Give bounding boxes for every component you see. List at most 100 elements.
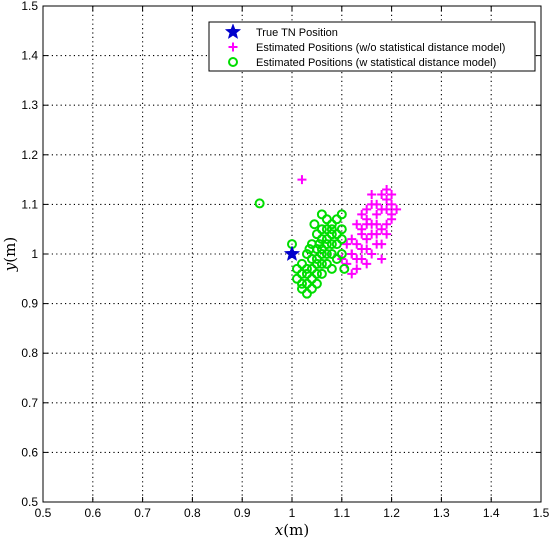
estimate-circle-point [309, 219, 320, 230]
estimate-plus-point [382, 185, 392, 195]
estimate-circle-point [311, 253, 322, 264]
estimate-plus-point [357, 209, 367, 219]
estimate-plus-point [362, 259, 372, 269]
x-tick-label: 0.8 [184, 506, 201, 520]
estimate-circle-point [314, 239, 325, 250]
estimate-circle-point [339, 263, 350, 274]
estimate-circle-point [306, 253, 317, 264]
estimate-plus-point [372, 199, 382, 209]
y-tick-label: 0.6 [21, 445, 38, 459]
estimate-circle-point [321, 258, 332, 269]
y-tick-label: 1.2 [21, 148, 38, 162]
estimate-circle-point [316, 234, 327, 245]
true-position-point [283, 245, 301, 262]
estimate-plus-point [352, 239, 362, 249]
estimate-circle-point [336, 249, 347, 259]
estimate-plus-point [377, 224, 387, 234]
tick-labels: 0.5 0.6 0.7 0.8 0.9 1 1.1 1.2 1.3 1.4 1.5 0.5 0.6 0.7… [21, 0, 549, 520]
estimate-plus-point [382, 229, 392, 239]
estimate-plus-point [362, 234, 372, 244]
estimate-plus-point [362, 244, 372, 254]
estimate-plus-point [372, 209, 382, 219]
estimate-circle-point [336, 234, 347, 245]
estimate-plus-point [387, 214, 397, 224]
estimate-plus-point [387, 199, 397, 209]
estimate-circle-point [301, 278, 312, 289]
estimate-circle-point [331, 229, 342, 240]
x-tick-label: 1.3 [433, 506, 450, 520]
estimate-plus-point [357, 229, 367, 239]
y-tick-label: 1 [31, 247, 38, 261]
y-tick-label: 1.3 [21, 98, 38, 112]
x-tick-label: 1 [289, 506, 296, 520]
y-axis-label: y(m) [1, 237, 19, 272]
estimate-circle-point [306, 263, 317, 274]
estimate-plus-point [382, 194, 392, 204]
estimate-circle-point [296, 278, 307, 289]
estimate-circle-point [336, 209, 347, 220]
estimate-circle-point [326, 263, 337, 274]
estimate-circle-point [306, 283, 317, 294]
x-tick-label: 1.5 [533, 506, 550, 520]
estimate-circle-point [336, 224, 347, 235]
estimate-circle-point [331, 253, 342, 264]
estimate-circle-point [316, 249, 327, 259]
estimate-circle-point [254, 198, 265, 209]
legend-label: True TN Position [256, 27, 338, 39]
estimate-circle-point [296, 258, 307, 269]
estimate-circle-point [304, 244, 315, 255]
estimate-circle-point [321, 234, 332, 245]
estimate-circle-point [311, 278, 322, 289]
estimate-plus-point [367, 249, 377, 259]
x-tick-label: 0.9 [234, 506, 251, 520]
estimate-circle-point [291, 263, 302, 274]
estimate-plus-point [367, 189, 377, 199]
y-tick-label: 0.9 [21, 297, 38, 311]
estimate-plus-point [382, 219, 392, 229]
estimate-circle-point [326, 219, 337, 230]
estimate-circle-point [311, 268, 322, 279]
estimate-circle-point [301, 263, 312, 274]
x-axis-label: x(m) [275, 521, 309, 539]
y-tick-label: 1.5 [21, 0, 38, 13]
estimate-plus-point [347, 249, 357, 259]
legend-marker-plus [228, 42, 238, 52]
estimate-circle-point [321, 224, 332, 235]
y-tick-label: 0.7 [21, 396, 38, 410]
estimate-circle-point [316, 244, 327, 255]
y-tick-label: 1.1 [21, 197, 38, 211]
legend-marker-circle [228, 57, 238, 67]
estimate-circle-point [311, 258, 322, 269]
x-tick-label: 1.2 [383, 506, 400, 520]
y-tick-label: 1.4 [21, 49, 38, 63]
estimate-plus-point [367, 219, 377, 229]
legend-label: Estimated Positions (w/o statistical dis… [256, 42, 505, 54]
estimate-circle-point [301, 249, 312, 259]
estimate-plus-point [297, 175, 307, 185]
estimate-circle-point [291, 273, 302, 284]
estimate-circle-point [326, 224, 337, 235]
estimate-plus-point [342, 239, 352, 249]
estimate-circle-point [331, 214, 342, 225]
estimate-circle-point [316, 209, 327, 220]
estimate-plus-point [352, 264, 362, 274]
legend-label: Estimated Positions (w statistical dista… [256, 57, 496, 69]
estimate-plus-point [347, 234, 357, 244]
estimate-circle-point [296, 268, 307, 279]
estimate-circle-point [321, 214, 332, 225]
estimate-circle-point [311, 229, 322, 240]
estimate-plus-point [372, 229, 382, 239]
estimate-circle-point [316, 268, 327, 279]
estimate-circle-point [296, 283, 307, 294]
estimate-circle-point [321, 249, 332, 259]
estimate-plus-point [377, 189, 387, 199]
y-tick-label: 0.5 [21, 495, 38, 509]
estimate-circle-point [316, 224, 327, 235]
legend-marker-star [224, 23, 242, 40]
x-tick-label: 0.7 [134, 506, 151, 520]
x-tick-label: 0.5 [35, 506, 52, 520]
legend: True TN Position Estimated Positions (w/o… [208, 21, 536, 72]
x-tick-label: 1.1 [333, 506, 350, 520]
y-tick-label: 0.8 [21, 346, 38, 360]
estimate-circle-point [326, 249, 337, 259]
